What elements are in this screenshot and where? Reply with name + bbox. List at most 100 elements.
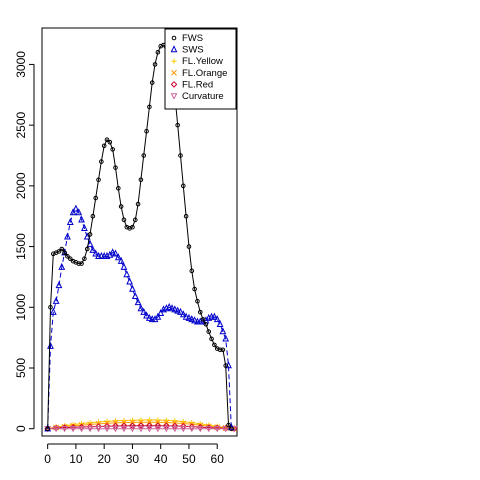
data-point-curvature (78, 426, 86, 433)
data-point-fws (223, 363, 228, 368)
data-point-curvature (162, 426, 170, 433)
data-point-fws (192, 286, 197, 292)
legend-marker-fl-red (170, 81, 178, 88)
data-point-sws (179, 310, 187, 318)
data-point-sws (177, 307, 184, 315)
data-point-sws (174, 306, 182, 314)
data-point-fl-orange (163, 419, 170, 426)
data-point-curvature (154, 426, 162, 433)
data-point-sws (75, 208, 83, 216)
legend-label: SWS (182, 45, 204, 56)
data-point-curvature (171, 426, 179, 433)
legend-label: FWS (182, 33, 203, 44)
y-tick-label: 2000 (14, 172, 28, 199)
data-point-fws (209, 336, 214, 342)
data-point-curvature (86, 426, 94, 433)
data-point-sws (165, 302, 173, 310)
legend-item-fl-red: FL.Red (170, 79, 213, 90)
data-point-sws (114, 253, 122, 261)
data-point-sws (89, 245, 97, 253)
data-point-sws (154, 312, 162, 320)
data-point-fws (130, 224, 135, 230)
data-point-fl-red (86, 423, 94, 431)
legend-item-curvature: Curvature (170, 91, 224, 102)
data-point-curvature (103, 426, 111, 433)
legend-label: FL.Orange (182, 68, 227, 79)
data-point-fws (84, 246, 90, 252)
plot-area (41, 27, 238, 437)
data-point-fws (212, 342, 217, 348)
legend-box (164, 28, 237, 110)
data-point-fws (226, 422, 231, 428)
data-point-sws (80, 224, 88, 232)
data-point-fws (118, 204, 124, 209)
data-point-curvature (120, 426, 128, 433)
legend-label: FL.Yellow (182, 56, 223, 67)
x-axis: 0 10 20 30 40 50 60 (44, 443, 225, 466)
data-point-fws (186, 244, 192, 249)
x-tick-label: 60 (211, 452, 225, 466)
y-tick-label: 0 (14, 425, 28, 432)
data-point-sws (137, 304, 145, 312)
data-point-fws (149, 80, 155, 85)
data-point-sws (120, 262, 128, 270)
y-tick-label: 500 (14, 358, 28, 378)
data-point-curvature (196, 426, 204, 433)
data-point-sws (69, 208, 77, 216)
data-point-curvature (145, 426, 153, 433)
data-point-sws (213, 315, 221, 323)
legend-marker-curvature (170, 93, 178, 100)
data-point-fws (79, 261, 84, 266)
data-point-fws (65, 253, 70, 259)
legend-marker-fws (171, 35, 177, 41)
data-point-fws (67, 256, 73, 262)
y-tick-label: 1000 (14, 294, 28, 321)
data-point-fws (48, 304, 53, 310)
legend-item-fws: FWS (171, 33, 203, 44)
data-point-fws (99, 159, 104, 164)
legend-item-sws: SWS (170, 45, 204, 56)
data-point-sws (72, 204, 80, 212)
data-point-sws (78, 215, 85, 223)
data-point-curvature (61, 426, 69, 433)
data-point-curvature (95, 426, 102, 433)
data-point-sws (64, 232, 71, 240)
data-point-fws (195, 298, 200, 304)
data-point-fws (181, 183, 186, 189)
data-point-curvature (213, 426, 221, 433)
y-tick-label: 3000 (14, 51, 28, 78)
data-point-fws (138, 177, 144, 183)
data-point-sws (83, 232, 91, 240)
data-point-fws (132, 217, 138, 223)
series-line-sws (47, 208, 232, 429)
x-tick-label: 10 (69, 452, 83, 466)
data-point-fws (82, 256, 87, 262)
data-point-fws (113, 165, 118, 170)
data-point-fws (56, 249, 62, 254)
data-point-fws (45, 426, 50, 432)
data-point-curvature (179, 426, 187, 433)
data-point-curvature (69, 426, 77, 433)
data-point-sws (112, 249, 119, 257)
data-point-fws (220, 347, 226, 353)
data-point-sws (134, 298, 142, 306)
legend-label: Curvature (182, 91, 224, 102)
data-point-fws (90, 213, 96, 219)
data-point-fws (107, 139, 113, 145)
legend-label: FL.Red (182, 79, 213, 90)
data-point-fws (62, 250, 67, 255)
series-line-fws (47, 44, 232, 430)
data-point-fws (116, 185, 121, 191)
series-layer (44, 42, 238, 433)
data-point-fws (217, 347, 223, 353)
data-point-fl-orange (137, 419, 144, 426)
data-point-sws (126, 277, 134, 285)
x-tick-label: 0 (44, 452, 51, 466)
data-point-fws (76, 261, 82, 266)
data-point-fws (104, 137, 110, 143)
data-point-sws (129, 284, 136, 292)
data-point-fws (152, 62, 158, 67)
